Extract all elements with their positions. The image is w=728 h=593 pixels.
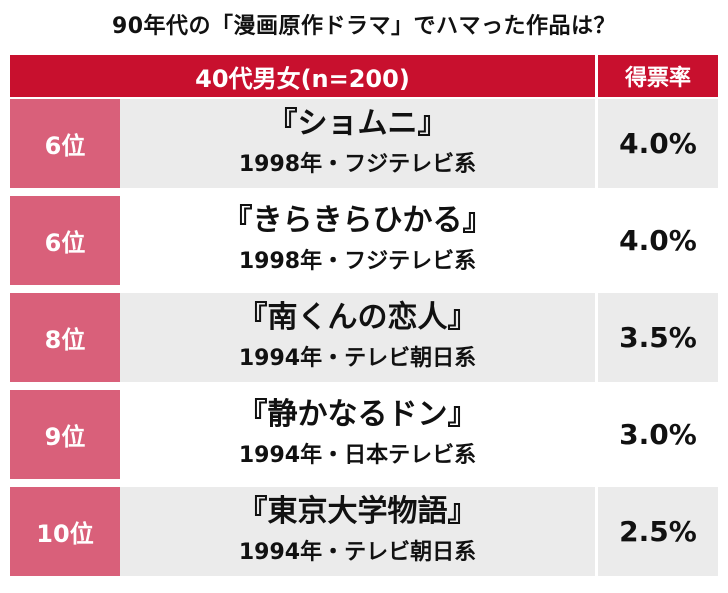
rate-cell: 3.0% [598, 390, 718, 479]
work-cell: 『東京大学物語』 1994年・テレビ朝日系 [120, 487, 595, 576]
work-meta: 1998年・フジテレビ系 [238, 249, 477, 274]
work-title: 『南くんの恋人』 [237, 300, 478, 335]
header-group: 40代男女(n=200) [10, 55, 595, 97]
work-title: 『ショムニ』 [267, 106, 448, 141]
rate-cell: 2.5% [598, 487, 718, 576]
work-meta: 1994年・日本テレビ系 [238, 443, 477, 468]
chart-title: 90年代の「漫画原作ドラマ」でハマった作品は？ [111, 14, 617, 39]
rank-cell: 6位 [10, 196, 120, 285]
rate-cell: 4.0% [598, 99, 718, 188]
table-row: 6位 『ショムニ』 1998年・フジテレビ系 4.0% [10, 99, 718, 188]
table-row: 8位 『南くんの恋人』 1994年・テレビ朝日系 3.5% [10, 293, 718, 382]
rank-cell: 9位 [10, 390, 120, 479]
work-title: 『静かなるドン』 [237, 397, 478, 432]
work-title: 『きらきらひかる』 [222, 203, 493, 238]
work-cell: 『静かなるドン』 1994年・日本テレビ系 [120, 390, 595, 479]
rank-cell: 8位 [10, 293, 120, 382]
rate-cell: 3.5% [598, 293, 718, 382]
work-cell: 『きらきらひかる』 1998年・フジテレビ系 [120, 196, 595, 285]
work-meta: 1994年・テレビ朝日系 [238, 540, 477, 565]
work-meta: 1998年・フジテレビ系 [238, 152, 477, 177]
rank-cell: 10位 [10, 487, 120, 576]
header-rate: 得票率 [598, 55, 718, 97]
table-row: 6位 『きらきらひかる』 1998年・フジテレビ系 4.0% [10, 196, 718, 285]
table-row: 9位 『静かなるドン』 1994年・日本テレビ系 3.0% [10, 390, 718, 479]
rank-cell: 6位 [10, 99, 120, 188]
work-cell: 『南くんの恋人』 1994年・テレビ朝日系 [120, 293, 595, 382]
rate-cell: 4.0% [598, 196, 718, 285]
work-meta: 1994年・テレビ朝日系 [238, 346, 477, 371]
table-row: 10位 『東京大学物語』 1994年・テレビ朝日系 2.5% [10, 487, 718, 576]
column-divider [595, 55, 598, 583]
work-title: 『東京大学物語』 [237, 494, 478, 529]
work-cell: 『ショムニ』 1998年・フジテレビ系 [120, 99, 595, 188]
